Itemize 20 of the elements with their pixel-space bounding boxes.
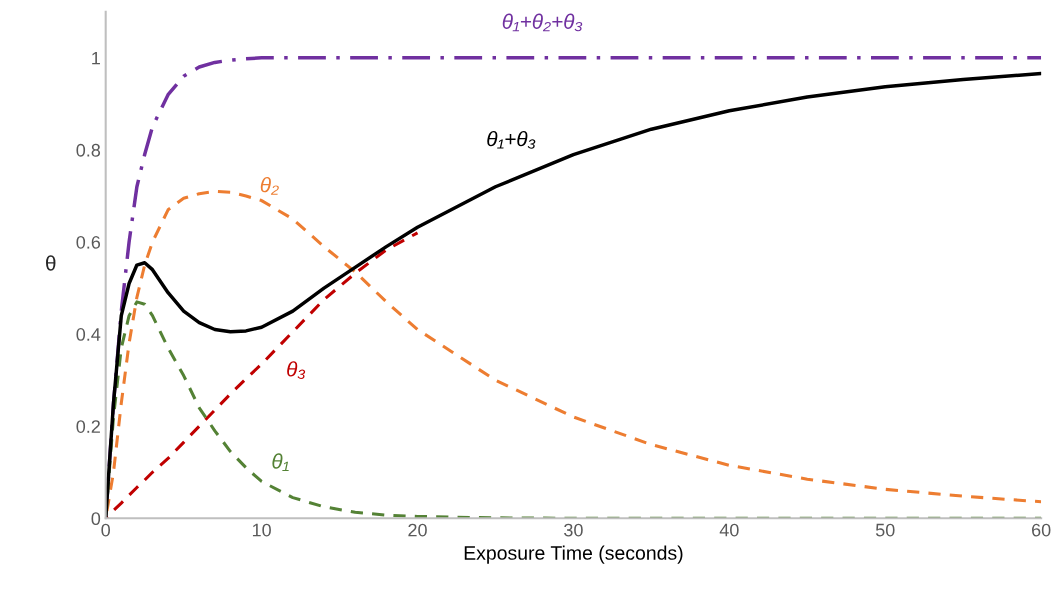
x-tick-label: 40	[719, 523, 739, 537]
series-label: θ₁+θ₃	[487, 131, 536, 149]
x-tick-label: 30	[564, 523, 583, 537]
series-label: θ₃	[287, 361, 306, 379]
y-axis-title: θ	[46, 255, 56, 271]
y-tick-label: 0.4	[76, 328, 101, 341]
series-label: θ₁+θ₂+θ₃	[502, 13, 583, 32]
x-tick-label: 50	[875, 523, 895, 537]
y-tick-label: 0.8	[76, 143, 101, 157]
y-tick-label: 0	[91, 512, 101, 526]
series-label: θ₂	[260, 177, 279, 195]
x-tick-label: 20	[408, 523, 427, 537]
x-tick-label: 60	[1032, 523, 1051, 537]
y-tick-label: 1	[92, 51, 100, 65]
x-axis-title: Exposure Time (seconds)	[464, 545, 683, 564]
y-tick-label: 0.6	[76, 235, 101, 249]
y-tick-label: 0.2	[76, 420, 100, 433]
x-tick-label: 0	[101, 523, 111, 537]
series-label: θ₁	[272, 453, 289, 471]
x-tick-label: 10	[252, 523, 271, 537]
